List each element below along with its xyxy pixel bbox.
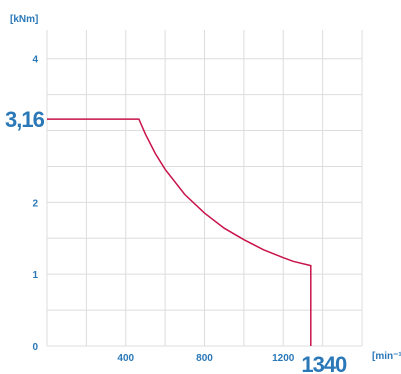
highlight-x-label: 1340 — [301, 352, 347, 374]
x-tick-label: 800 — [196, 353, 213, 364]
x-tick-label: 1200 — [272, 353, 295, 364]
x-tick-label: 400 — [117, 353, 134, 364]
grid-lines — [46, 30, 363, 347]
y-axis-label: [kNm] — [10, 14, 38, 25]
chart-marks — [47, 118, 312, 346]
x-axis-label: [min⁻¹] — [372, 351, 401, 362]
torque-curve — [47, 118, 312, 346]
y-tick-label: 0 — [32, 342, 38, 353]
highlight-y-label: 3,16 — [5, 107, 45, 132]
y-tick-label: 4 — [32, 55, 38, 66]
tick-labels: 0 1 2 4 400 800 1200 3,16 1340 — [5, 55, 348, 374]
y-tick-label: 2 — [32, 198, 38, 209]
y-tick-label: 1 — [32, 270, 38, 281]
